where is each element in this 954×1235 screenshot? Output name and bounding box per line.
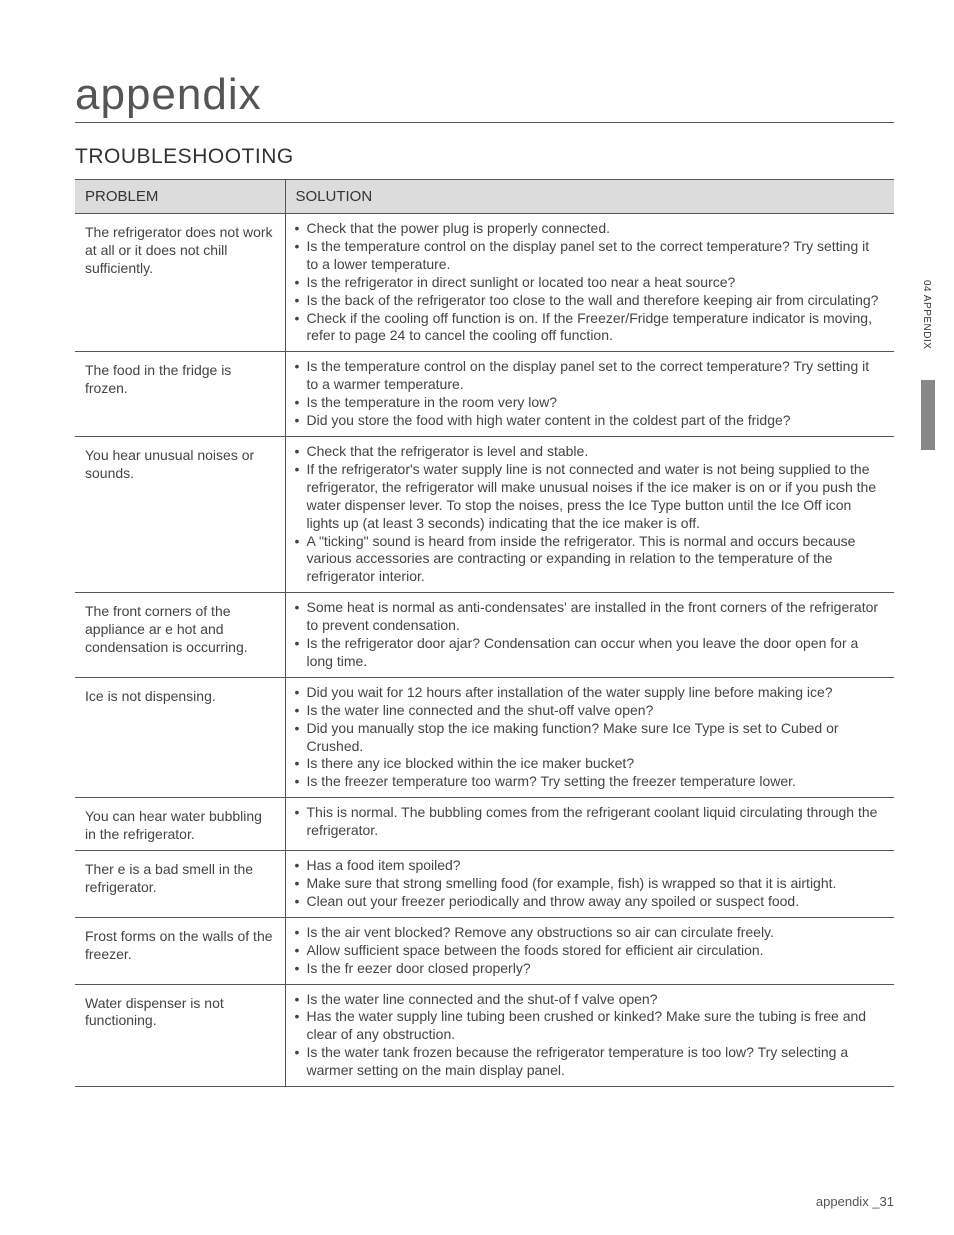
solution-cell: Is the water line connected and the shut… (285, 984, 894, 1087)
solution-item: Make sure that strong smelling food (for… (294, 875, 885, 893)
solution-item: Allow sufficient space between the foods… (294, 942, 885, 960)
solution-item: Is there any ice blocked within the ice … (294, 755, 885, 773)
solution-list: Check that the refrigerator is level and… (294, 443, 885, 586)
appendix-title: appendix (75, 70, 894, 123)
solution-item: Is the temperature control on the displa… (294, 358, 885, 394)
table-row: The front corners of the appliance ar e … (75, 593, 894, 678)
problem-cell: Ice is not dispensing. (75, 677, 285, 797)
solution-item: Check if the cooling off function is on.… (294, 310, 885, 346)
solution-item: Is the back of the refrigerator too clos… (294, 292, 885, 310)
solution-list: Is the air vent blocked? Remove any obst… (294, 924, 885, 978)
problem-cell: Ther e is a bad smell in the refrigerato… (75, 851, 285, 918)
solution-item: Did you manually stop the ice making fun… (294, 720, 885, 756)
table-row: Ther e is a bad smell in the refrigerato… (75, 851, 894, 918)
solution-item: Has the water supply line tubing been cr… (294, 1008, 885, 1044)
solution-item: Check that the refrigerator is level and… (294, 443, 885, 461)
solution-item: Is the temperature in the room very low? (294, 394, 885, 412)
table-row: Ice is not dispensing. Did you wait for 1… (75, 677, 894, 797)
solution-item: Is the fr eezer door closed properly? (294, 960, 885, 978)
solution-cell: Check that the refrigerator is level and… (285, 436, 894, 592)
solution-list: Is the water line connected and the shut… (294, 991, 885, 1081)
table-row: The food in the fridge is frozen.Is the … (75, 352, 894, 437)
solution-cell: Is the air vent blocked? Remove any obst… (285, 917, 894, 984)
problem-cell: The refrigerator does not work at all or… (75, 214, 285, 352)
solution-list: This is normal. The bubbling comes from … (294, 804, 885, 840)
header-solution: SOLUTION (285, 180, 894, 214)
solution-item: Is the water line connected and the shut… (294, 702, 885, 720)
solution-cell: Check that the power plug is properly co… (285, 214, 894, 352)
solution-item: Some heat is normal as anti-condensates'… (294, 599, 885, 635)
table-row: You hear unusual noises or sounds. Check … (75, 436, 894, 592)
side-tab-indicator (921, 380, 935, 450)
solution-item: Is the water line connected and the shut… (294, 991, 885, 1009)
solution-item: Clean out your freezer periodically and … (294, 893, 885, 911)
page-footer: appendix _31 (816, 1194, 894, 1209)
solution-item: Is the refrigerator door ajar? Condensat… (294, 635, 885, 671)
solution-cell: This is normal. The bubbling comes from … (285, 798, 894, 851)
solution-item: Check that the power plug is properly co… (294, 220, 885, 238)
solution-cell: Is the temperature control on the displa… (285, 352, 894, 437)
solution-list: Has a food item spoiled?Make sure that s… (294, 857, 885, 911)
problem-cell: The food in the fridge is frozen. (75, 352, 285, 437)
section-title: TROUBLESHOOTING (75, 145, 894, 169)
problem-cell: Frost forms on the walls of the freezer. (75, 917, 285, 984)
solution-list: Did you wait for 12 hours after installa… (294, 684, 885, 791)
table-row: The refrigerator does not work at all or… (75, 214, 894, 352)
page-content: appendix TROUBLESHOOTING PROBLEM SOLUTIO… (0, 0, 954, 1087)
troubleshooting-table: PROBLEM SOLUTION The refrigerator does n… (75, 179, 894, 1087)
problem-cell: The front corners of the appliance ar e … (75, 593, 285, 678)
solution-item: This is normal. The bubbling comes from … (294, 804, 885, 840)
solution-item: Did you store the food with high water c… (294, 412, 885, 430)
solution-cell: Has a food item spoiled?Make sure that s… (285, 851, 894, 918)
solution-list: Some heat is normal as anti-condensates'… (294, 599, 885, 671)
solution-item: If the refrigerator's water supply line … (294, 461, 885, 533)
table-row: Water dispenser is not functioning.Is th… (75, 984, 894, 1087)
table-row: Frost forms on the walls of the freezer.… (75, 917, 894, 984)
solution-cell: Some heat is normal as anti-condensates'… (285, 593, 894, 678)
solution-item: A "ticking" sound is heard from inside t… (294, 533, 885, 587)
side-tab-label: 04 APPENDIX (921, 280, 932, 349)
solution-item: Is the temperature control on the displa… (294, 238, 885, 274)
header-problem: PROBLEM (75, 180, 285, 214)
solution-item: Is the freezer temperature too warm? Try… (294, 773, 885, 791)
solution-list: Check that the power plug is properly co… (294, 220, 885, 345)
solution-list: Is the temperature control on the displa… (294, 358, 885, 430)
problem-cell: You can hear water bubbling in the refri… (75, 798, 285, 851)
table-header-row: PROBLEM SOLUTION (75, 180, 894, 214)
solution-item: Is the refrigerator in direct sunlight o… (294, 274, 885, 292)
problem-cell: You hear unusual noises or sounds. (75, 436, 285, 592)
solution-item: Did you wait for 12 hours after installa… (294, 684, 885, 702)
problem-cell: Water dispenser is not functioning. (75, 984, 285, 1087)
solution-cell: Did you wait for 12 hours after installa… (285, 677, 894, 797)
solution-item: Has a food item spoiled? (294, 857, 885, 875)
solution-item: Is the water tank frozen because the ref… (294, 1044, 885, 1080)
table-row: You can hear water bubbling in the refri… (75, 798, 894, 851)
solution-item: Is the air vent blocked? Remove any obst… (294, 924, 885, 942)
